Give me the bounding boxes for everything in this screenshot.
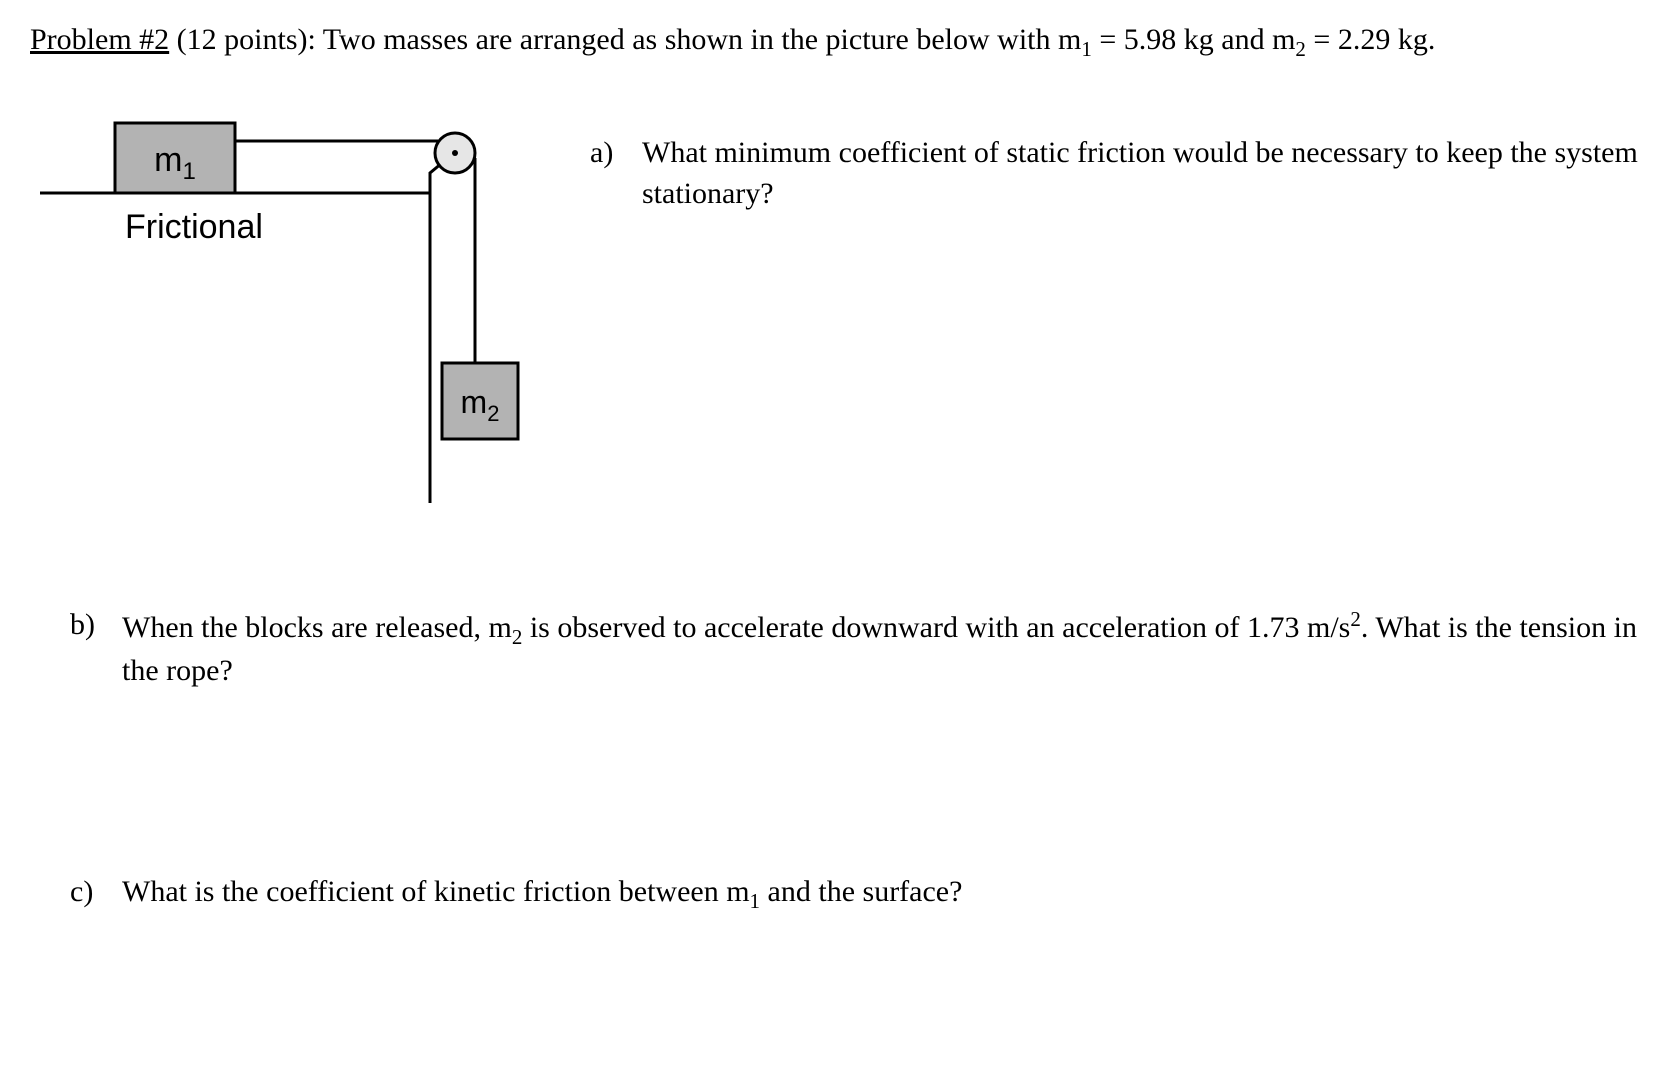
prompt-prefix: Two masses are arranged as shown in the …: [323, 23, 1082, 56]
frictional-label: Frictional: [125, 208, 263, 246]
question-a: a) What minimum coefficient of static fr…: [590, 103, 1646, 214]
prompt-m1-sub: 1: [1081, 37, 1092, 61]
question-b-letter: b): [70, 605, 104, 692]
question-c-post: and the surface?: [760, 875, 962, 908]
question-a-text: What minimum coefficient of static frict…: [642, 133, 1646, 214]
question-b-text: When the blocks are released, m2 is obse…: [122, 605, 1646, 692]
pulley-diagram-svg: m1 m2 Frictional: [30, 103, 530, 503]
page: Problem #2 (12 points): Two masses are a…: [0, 0, 1676, 1088]
prompt-eq1: = 5.98 kg and m: [1092, 23, 1296, 56]
question-c-pre: What is the coefficient of kinetic frict…: [122, 875, 750, 908]
question-c-text: What is the coefficient of kinetic frict…: [122, 872, 1646, 915]
problem-header: Problem #2 (12 points): Two masses are a…: [30, 20, 1646, 63]
problem-title: Problem #2: [30, 23, 169, 56]
problem-points: (12 points):: [169, 23, 323, 56]
question-c-letter: c): [70, 872, 104, 915]
mid-row: m1 m2 Frictional a) What minimum coeffic…: [30, 103, 1646, 515]
question-c-sub: 1: [750, 889, 761, 913]
question-b-sup: 2: [1350, 607, 1361, 631]
question-c: c) What is the coefficient of kinetic fr…: [70, 872, 1646, 915]
question-a-letter: a): [590, 133, 624, 214]
prompt-m2-sub: 2: [1295, 37, 1306, 61]
question-b-sub: 2: [512, 625, 523, 649]
question-b-mid: is observed to accelerate downward with …: [522, 611, 1350, 644]
question-b: b) When the blocks are released, m2 is o…: [70, 605, 1646, 692]
diagram: m1 m2 Frictional: [30, 103, 530, 515]
prompt-eq2: = 2.29 kg.: [1306, 23, 1435, 56]
question-b-pre: When the blocks are released, m: [122, 611, 512, 644]
pulley-axle: [452, 150, 458, 156]
